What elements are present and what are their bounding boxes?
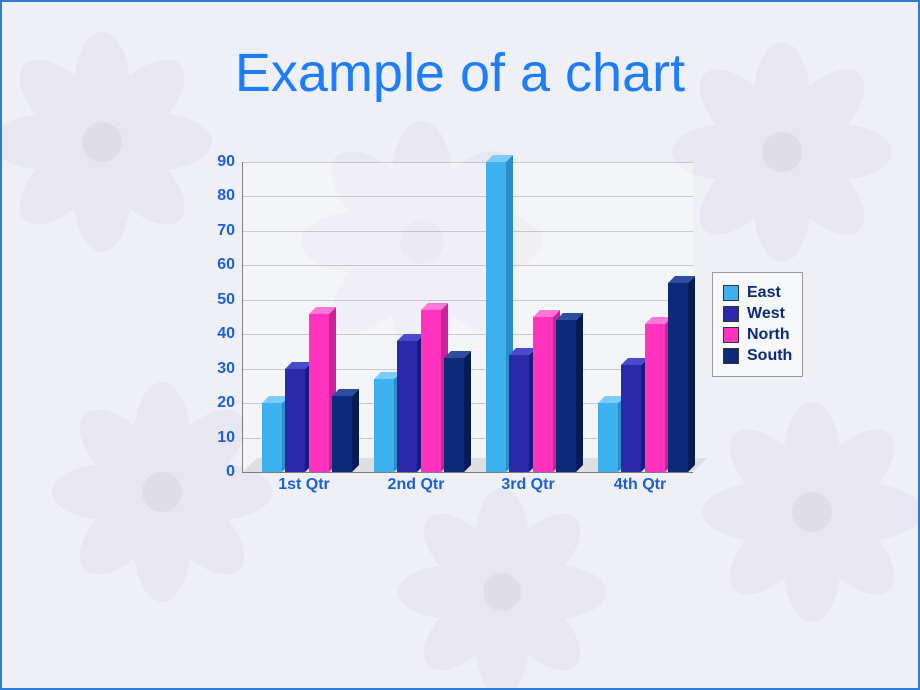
legend-label: East: [747, 284, 781, 302]
bar: [444, 358, 464, 472]
bar: [397, 341, 417, 472]
plot-area: 0102030405060708090: [242, 162, 693, 473]
slide: Example of a chart 0102030405060708090 1…: [0, 0, 920, 690]
y-tick-label: 10: [217, 429, 235, 447]
y-tick-label: 80: [217, 187, 235, 205]
y-tick-label: 90: [217, 153, 235, 171]
y-tick-label: 20: [217, 394, 235, 412]
y-tick-label: 70: [217, 222, 235, 240]
bar: [621, 365, 641, 472]
grid-line: [243, 472, 693, 473]
grid-line: [243, 300, 693, 301]
x-tick-label: 3rd Qtr: [501, 476, 554, 494]
bar: [332, 396, 352, 472]
x-tick-label: 2nd Qtr: [388, 476, 445, 494]
grid-line: [243, 196, 693, 197]
y-tick-label: 60: [217, 256, 235, 274]
y-tick-label: 40: [217, 325, 235, 343]
legend-label: West: [747, 305, 785, 323]
bar: [598, 403, 618, 472]
y-tick-label: 30: [217, 360, 235, 378]
bar: [262, 403, 282, 472]
bar: [374, 379, 394, 472]
grid-line: [243, 162, 693, 163]
legend-label: South: [747, 347, 792, 365]
page-title: Example of a chart: [2, 42, 918, 104]
x-axis-labels: 1st Qtr 2nd Qtr 3rd Qtr 4th Qtr: [242, 476, 692, 506]
x-tick-label: 4th Qtr: [614, 476, 666, 494]
bar: [645, 324, 665, 472]
chart: 0102030405060708090 1st Qtr2nd Qtr3rd Qt…: [202, 152, 822, 522]
y-tick-label: 0: [226, 463, 235, 481]
legend-swatch: [723, 285, 739, 301]
legend-item: North: [723, 326, 792, 344]
x-tick-label: 1st Qtr: [278, 476, 330, 494]
grid-line: [243, 265, 693, 266]
bar: [285, 369, 305, 472]
legend-item: East: [723, 284, 792, 302]
bar: [556, 320, 576, 472]
y-tick-label: 50: [217, 291, 235, 309]
legend-item: South: [723, 347, 792, 365]
bar: [668, 283, 688, 472]
bar: [486, 162, 506, 472]
legend: East West North South: [712, 272, 803, 377]
legend-swatch: [723, 348, 739, 364]
legend-swatch: [723, 327, 739, 343]
legend-item: West: [723, 305, 792, 323]
legend-swatch: [723, 306, 739, 322]
legend-label: North: [747, 326, 790, 344]
bar: [509, 355, 529, 472]
bar: [421, 310, 441, 472]
bar: [533, 317, 553, 472]
bar: [309, 314, 329, 472]
grid-line: [243, 231, 693, 232]
